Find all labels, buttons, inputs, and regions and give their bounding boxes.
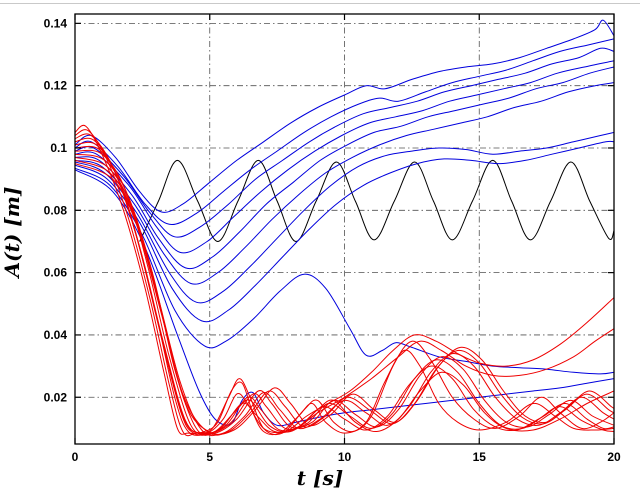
series-blue-9 — [75, 167, 614, 375]
series-blue-6 — [75, 82, 614, 285]
series-blue-8 — [75, 140, 614, 323]
series-blue-4 — [75, 60, 614, 254]
y-tick-label: 0.04 — [44, 328, 68, 342]
series-blue-7 — [75, 131, 614, 304]
y-tick-label: 0.1 — [50, 141, 67, 155]
x-axis-label: t [s] — [296, 466, 344, 490]
series-blue-3 — [75, 47, 614, 238]
y-tick-label: 0.14 — [44, 16, 68, 30]
x-tick-label: 0 — [72, 450, 79, 464]
series-blue-10 — [75, 169, 614, 427]
series-blue-2 — [75, 38, 614, 226]
series-red-9 — [75, 156, 614, 437]
y-tick-label: 0.08 — [44, 203, 68, 217]
series-reference-oscillation — [139, 159, 614, 243]
x-tick-label: 20 — [607, 450, 621, 464]
y-tick-label: 0.02 — [44, 390, 68, 404]
x-tick-label: 5 — [206, 450, 213, 464]
x-tick-label: 10 — [338, 450, 352, 464]
series-red-8 — [75, 153, 614, 436]
series-red-11 — [75, 163, 614, 435]
series-red-6 — [75, 145, 614, 434]
y-axis-label: A(t) [m] — [0, 186, 24, 278]
series-blue-1 — [75, 19, 614, 213]
series-blue-5 — [75, 66, 614, 270]
x-tick-label: 15 — [473, 450, 487, 464]
y-tick-label: 0.06 — [44, 266, 68, 280]
page-top-rule — [0, 3, 640, 4]
y-tick-label: 0.12 — [44, 79, 68, 93]
